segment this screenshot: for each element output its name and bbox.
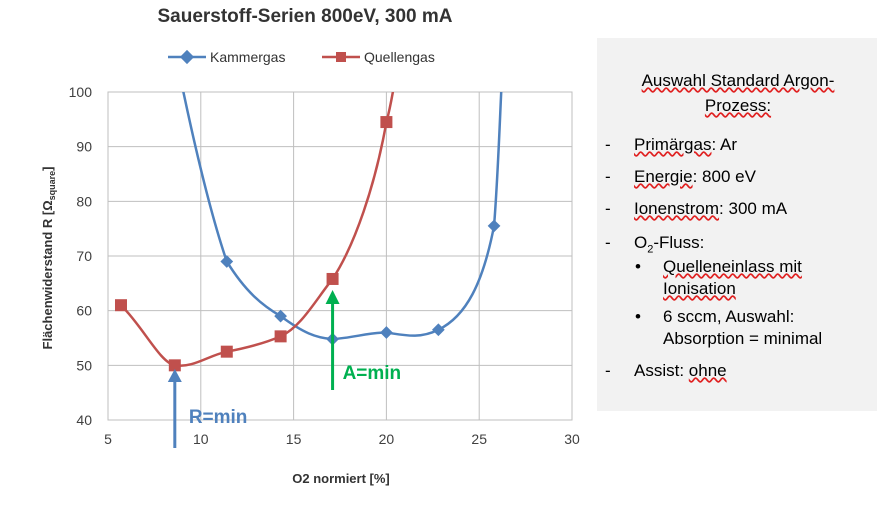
settings-panel: Auswahl Standard Argon- Prozess: - Primä… (597, 38, 877, 411)
sub-bullet: • (635, 307, 641, 326)
sub-item-sccm-line1: 6 sccm, Auswahl: (663, 307, 795, 326)
bullet-dash: - (605, 135, 611, 154)
item-ionenstrom-value: : 300 mA (719, 199, 788, 218)
chart-legend: Kammergas Quellengas (168, 49, 435, 65)
item-ionenstrom: Ionenstrom: 300 mA (634, 198, 787, 220)
x-tick-label: 15 (286, 431, 302, 447)
chart-ticks: 5 10 15 20 25 30 40 50 60 70 80 90 100 (69, 84, 580, 447)
quellengas-point (326, 272, 339, 285)
y-tick-label: 70 (76, 248, 92, 264)
quellengas-point (114, 299, 127, 312)
bullet-dash: - (605, 199, 611, 218)
item-o2-letter: O (634, 233, 648, 252)
x-tick-label: 5 (104, 431, 112, 447)
x-tick-label: 10 (193, 431, 209, 447)
y-axis-label-close: ] (40, 167, 55, 171)
legend-quellengas-marker (336, 52, 346, 62)
sub-item-quelleneinlass-line1: Quelleneinlass mit (663, 257, 802, 276)
item-assist-value: ohne (688, 361, 727, 380)
quellengas-point (220, 345, 233, 358)
sub-item-quelleneinlass: Quelleneinlass mit Ionisation (663, 256, 802, 300)
sub-item-sccm-line2: Absorption = minimal (663, 329, 823, 348)
bullet-dash: - (605, 233, 611, 252)
x-tick-label: 25 (471, 431, 487, 447)
item-primaergas-value: : Ar (711, 135, 737, 154)
item-o2-fluss: O2-Fluss: (634, 232, 704, 260)
sub-bullet: • (635, 257, 641, 276)
panel-heading-line1: Auswahl Standard Argon- (641, 71, 835, 90)
r-min-arrow-head (167, 369, 182, 382)
kammergas-point (220, 255, 234, 268)
a-min-label: A=min (343, 363, 402, 384)
item-energie-value: : 800 eV (692, 167, 756, 186)
y-tick-label: 50 (76, 357, 92, 373)
bullet-dash: - (605, 361, 611, 380)
y-axis-label-main: Flächenwiderstand R [Ω (40, 200, 55, 349)
sub-item-sccm: 6 sccm, Auswahl: Absorption = minimal (663, 306, 822, 350)
kammergas-point (487, 219, 501, 233)
item-assist: Assist: ohne (634, 360, 727, 382)
kammergas-point (432, 323, 445, 337)
item-primaergas-word: Primärgas (634, 135, 712, 154)
quellengas-point (274, 330, 287, 343)
item-ionenstrom-word: Ionenstrom (634, 199, 720, 218)
quellengas-point (168, 359, 181, 372)
a-min-arrow-head (325, 290, 340, 304)
bullet-dash: - (605, 167, 611, 186)
item-energie-word: Energie (634, 167, 693, 186)
series-kammergas-line (182, 92, 503, 341)
x-tick-label: 30 (564, 431, 580, 447)
r-min-label: R=min (189, 407, 248, 428)
item-o2-rest: -Fluss: (653, 233, 705, 252)
item-assist-label: Assist: (634, 361, 689, 380)
panel-heading: Auswahl Standard Argon- Prozess: (613, 68, 863, 118)
chart-title: Sauerstoff-Serien 800eV, 300 mA (157, 6, 452, 27)
item-primaergas: Primärgas: Ar (634, 134, 737, 156)
chart: Sauerstoff-Serien 800eV, 300 mA Kammerga… (40, 6, 580, 486)
y-tick-label: 90 (76, 139, 92, 155)
legend-kammergas-label: Kammergas (210, 49, 285, 65)
item-energie: Energie: 800 eV (634, 166, 756, 188)
chart-grid (107, 91, 573, 421)
y-tick-label: 60 (76, 303, 92, 319)
y-axis-label-sub: square (47, 171, 57, 201)
y-tick-label: 80 (76, 193, 92, 209)
quellengas-point (380, 116, 393, 129)
x-axis-label: O2 normiert [%] (292, 471, 390, 486)
x-tick-label: 20 (379, 431, 395, 447)
kammergas-point (274, 309, 287, 323)
legend-kammergas-marker (179, 49, 195, 65)
sub-item-quelleneinlass-line2: Ionisation (663, 279, 736, 298)
y-axis-label: Flächenwiderstand R [Ωsquare] (40, 167, 57, 350)
panel-heading-line2: Prozess: (704, 96, 772, 115)
legend-quellengas-label: Quellengas (364, 49, 435, 65)
chart-annotations: R=min A=min (167, 290, 402, 448)
kammergas-point (380, 326, 393, 339)
series-quellengas-line (120, 92, 395, 367)
y-tick-label: 40 (76, 412, 92, 428)
chart-series (114, 92, 503, 372)
y-tick-label: 100 (69, 84, 93, 100)
item-o2-subscript: 2 (647, 243, 654, 256)
